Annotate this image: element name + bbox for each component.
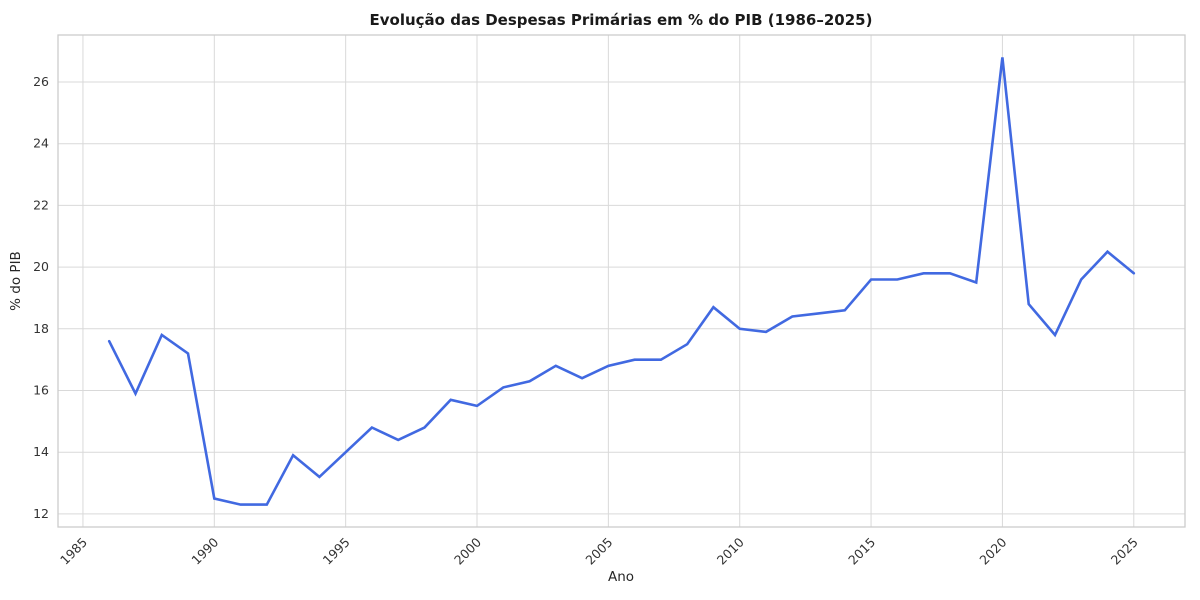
x-tick-label-1985: 1985 [57, 535, 90, 568]
y-tick-label-22: 22 [33, 197, 49, 212]
data-line-despesas-primarias [107, 57, 1136, 506]
x-tick-labels: 1985 1990 1995 2000 2005 2010 2015 2020 2025 [57, 534, 1141, 567]
data-series-layer [107, 57, 1136, 506]
y-tick-labels: 12 14 16 18 20 22 24 26 [33, 74, 49, 521]
x-tick-label-1995: 1995 [320, 535, 353, 568]
x-tick-label-2010: 2010 [714, 534, 747, 567]
x-tick-label-2005: 2005 [582, 535, 615, 568]
gridlines [58, 35, 1185, 527]
y-tick-label-20: 20 [33, 259, 49, 274]
x-tick-label-1990: 1990 [188, 534, 221, 567]
chart-title: Evolução das Despesas Primárias em % do … [370, 11, 873, 29]
y-tick-label-24: 24 [33, 136, 49, 151]
x-tick-label-2000: 2000 [451, 534, 484, 567]
y-tick-label-14: 14 [33, 444, 49, 459]
y-tick-label-16: 16 [33, 383, 49, 398]
x-tick-label-2025: 2025 [1108, 535, 1141, 568]
x-tick-label-2020: 2020 [976, 534, 1009, 567]
y-tick-label-12: 12 [33, 506, 49, 521]
x-axis-label: Ano [608, 569, 634, 585]
y-tick-label-26: 26 [33, 74, 49, 89]
y-axis-label: % do PIB [8, 251, 24, 311]
plot-border [57, 34, 1186, 528]
y-tick-label-18: 18 [33, 321, 49, 336]
x-tick-label-2015: 2015 [845, 535, 878, 568]
